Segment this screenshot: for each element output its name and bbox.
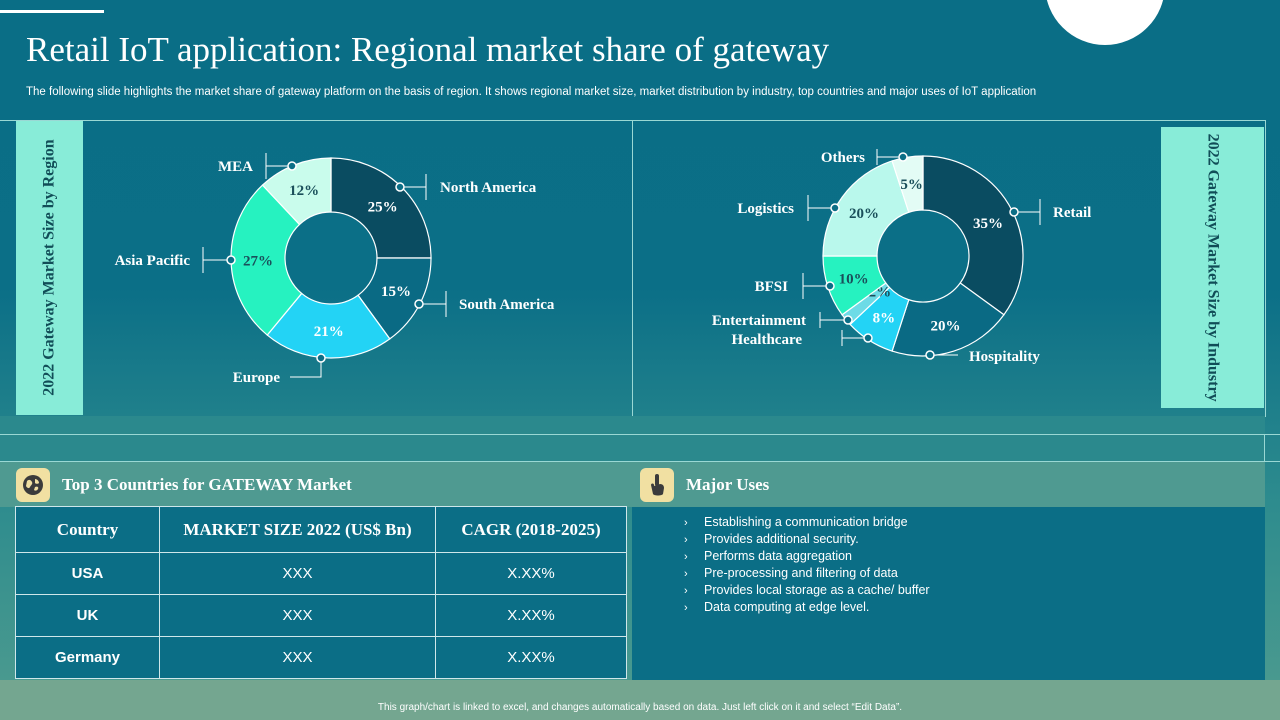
callout-dot [825,281,835,291]
callout-dot [843,315,853,325]
bullet-chevron-icon: › [684,585,688,597]
slice-value-label: 12% [289,183,319,199]
column-header: Country [15,506,160,553]
bullet-chevron-icon: › [684,551,688,563]
category-label: Europe [233,370,281,386]
list-item: › Pre-processing and filtering of data [684,566,898,580]
globe-icon [16,467,50,502]
market-size-cell: XXX [159,594,436,637]
list-item: › Performs data aggregation [684,549,853,563]
uses-heading: Major Uses [686,474,770,494]
industry-panel-label: 2022 Gateway Market Size by Industry [1161,127,1264,408]
slice-value-label: 8% [873,311,896,327]
uses-list: › Establishing a communication bridge › Pr… [684,514,930,616]
donut-slice [261,157,332,226]
slice-value-label: 21% [314,324,344,340]
slice-value-label: 15% [381,284,411,300]
category-label: Logistics [737,201,794,217]
cagr-cell: X.XX% [435,552,627,595]
callout-dot [1009,207,1019,217]
market-size-cell: XXX [159,636,436,679]
donut-slice [891,282,1005,357]
country-cell: USA [15,552,160,595]
slice-value-label: 35% [973,216,1003,232]
donut-slice [922,155,1024,316]
callout-dot [830,203,840,213]
country-cell: Germany [15,636,160,679]
slice-value-label: 27% [243,253,273,269]
divider-line [0,434,1280,435]
callout-dot [316,353,326,363]
table-row: USA XXX X.XX% [15,552,627,595]
category-label: BFSI [755,279,789,295]
category-label: Healthcare [731,332,802,348]
callout-dot [898,152,908,162]
hand-pointer-icon [640,467,674,502]
callout-dot [226,255,236,265]
donut-slice [822,160,910,257]
bullet-chevron-icon: › [684,534,688,546]
callout-line [290,358,322,378]
slice-value-label: 20% [849,206,879,222]
table-row: UK XXX X.XX% [15,594,627,637]
callout-dot [395,182,405,192]
countries-table: Country MARKET SIZE 2022 (US$ Bn) CAGR (… [15,506,627,679]
callout-dot [414,299,424,309]
table-header-row: Country MARKET SIZE 2022 (US$ Bn) CAGR (… [15,506,627,553]
callout-dot [287,161,297,171]
divider-line [0,461,1280,462]
column-header: MARKET SIZE 2022 (US$ Bn) [159,506,436,553]
bullet-chevron-icon: › [684,568,688,580]
footer-band [0,680,1280,720]
cagr-cell: X.XX% [435,594,627,637]
bullet-chevron-icon: › [684,602,688,614]
table-row: Germany XXX X.XX% [15,636,627,679]
category-label: MEA [218,159,253,175]
footer-note: This graph/chart is linked to excel, and… [377,702,903,713]
countries-section-header: Top 3 Countries for GATEWAY Market [0,462,632,507]
bullet-chevron-icon: › [684,517,688,529]
category-label: Others [821,150,865,166]
slice-value-label: 5% [900,177,923,193]
list-item: › Establishing a communication bridge [684,515,908,529]
donut-slice [230,184,303,336]
list-item: › Data computing at edge level. [684,600,870,614]
page-title: Retail IoT application: Regional market … [26,30,830,69]
donut-slice [330,157,432,259]
top-accent-line [0,10,104,13]
category-label: Retail [1053,205,1091,221]
region-panel-label: 2022 Gateway Market Size by Region [16,121,83,415]
page-subtitle: The following slide highlights the marke… [26,86,1037,98]
market-size-cell: XXX [159,552,436,595]
donut-slice [266,292,391,359]
slice-value-label: 10% [839,272,869,288]
cagr-cell: X.XX% [435,636,627,679]
uses-section-header: Major Uses [632,462,1265,507]
category-label: North America [440,180,537,196]
category-label: Hospitality [969,349,1040,365]
countries-heading: Top 3 Countries for GATEWAY Market [62,474,352,494]
slice-value-label: 20% [931,318,961,334]
callout-dot [863,333,873,343]
divider-band [0,416,1265,462]
column-header: CAGR (2018-2025) [435,506,627,553]
list-item: › Provides additional security. [684,532,859,546]
category-label: Asia Pacific [115,253,191,269]
uses-panel [632,507,1265,680]
country-cell: UK [15,594,160,637]
callout-dot [925,350,935,360]
category-label: South America [459,297,555,313]
list-item: › Provides local storage as a cache/ buff… [684,583,930,597]
slice-value-label: 25% [368,199,398,215]
category-label: Entertainment [712,313,806,329]
